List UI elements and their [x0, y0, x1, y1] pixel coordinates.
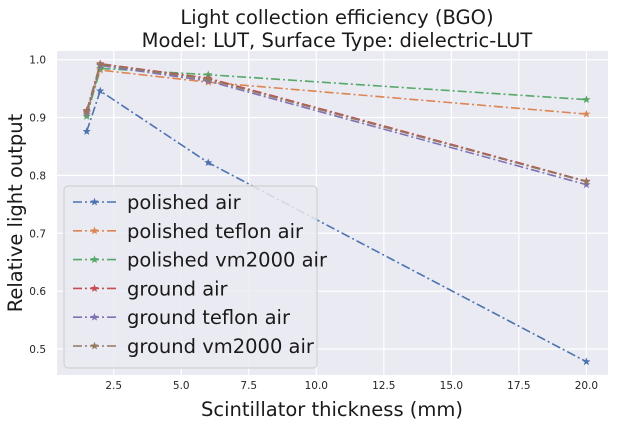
legend-swatch-marker — [90, 284, 99, 292]
data-point-marker — [82, 112, 91, 120]
chart-title-line1: Light collection efficiency (BGO) — [180, 6, 493, 29]
x-tick-label: 7.5 — [240, 380, 257, 392]
x-tick-label: 20.0 — [575, 380, 598, 392]
legend-label: polished air — [127, 191, 242, 214]
chart-title-line2: Model: LUT, Surface Type: dielectric-LUT — [142, 29, 533, 52]
data-point-marker — [82, 127, 91, 135]
legend-swatch-marker — [90, 255, 99, 264]
series-line-0 — [85, 89, 587, 363]
legend-label: polished vm2000 air — [127, 249, 328, 272]
data-point-marker — [82, 107, 91, 116]
y-tick-label: 0.7 — [29, 228, 46, 240]
data-point-marker — [204, 158, 213, 167]
data-point-marker — [582, 109, 591, 118]
legend-box — [63, 185, 318, 369]
x-tick-label: 17.5 — [507, 380, 530, 392]
data-point-marker — [582, 95, 591, 104]
x-tick-label: 5.0 — [173, 380, 190, 392]
legend-swatch-marker — [90, 312, 99, 321]
legend-label: ground teflon air — [127, 306, 291, 329]
data-point-marker — [204, 75, 213, 83]
data-point-marker — [96, 60, 105, 68]
data-point-marker — [96, 86, 105, 95]
x-tick-label: 10.0 — [305, 380, 328, 392]
y-tick-label: 1.0 — [29, 55, 46, 67]
y-tick-label: 0.8 — [29, 170, 46, 182]
legend-swatch-marker — [90, 226, 99, 235]
x-tick-label: 2.5 — [105, 380, 122, 392]
x-tick-label: 12.5 — [372, 380, 395, 392]
y-tick-label: 0.6 — [29, 286, 46, 298]
series-lines — [82, 59, 591, 366]
y-tick-label: 0.5 — [29, 344, 46, 356]
x-axis-label: Scintillator thickness (mm) — [201, 398, 463, 421]
legend-swatch-marker — [90, 341, 99, 350]
data-point-marker — [582, 357, 591, 366]
legend: polished air polished teflon air polished … — [63, 185, 328, 369]
data-point-marker — [582, 177, 591, 186]
legend-label: ground air — [127, 277, 229, 300]
legend-label: polished teflon air — [127, 220, 304, 243]
y-tick-label: 0.9 — [29, 113, 46, 125]
x-tick-label: 15.0 — [440, 380, 463, 392]
y-axis-label: Relative light output — [4, 113, 27, 312]
tick-labels: 2.5 5.0 7.5 10.0 12.5 15.0 17.5 20.0 0.5 0.6 0.7 0.… — [29, 55, 598, 392]
data-point-marker — [582, 180, 591, 189]
legend-swatch-marker — [90, 197, 99, 206]
series-line-5 — [85, 63, 587, 183]
legend-label: ground vm2000 air — [127, 335, 315, 358]
